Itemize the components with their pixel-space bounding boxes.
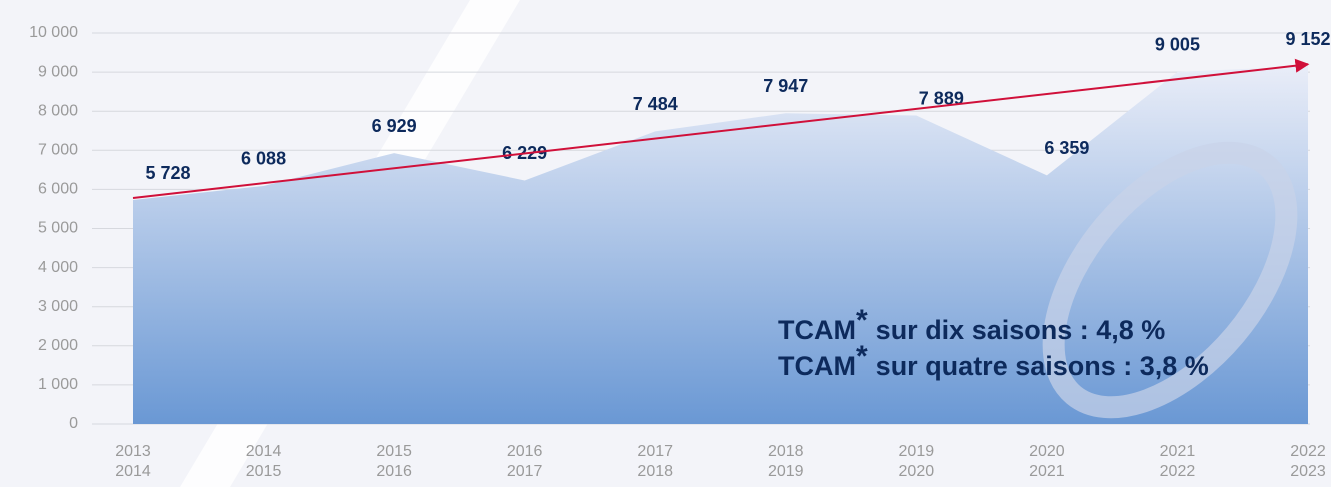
value-label: 6 359 [1044, 138, 1089, 158]
x-tick-label: 2019 [899, 443, 935, 460]
ball-decoration [1042, 141, 1298, 419]
trend-line [132, 58, 1310, 199]
x-tick-label: 2022 [1290, 443, 1326, 460]
annotation-text: TCAM [778, 315, 856, 345]
annotation-sup: * [856, 340, 868, 373]
value-label: 5 728 [145, 163, 190, 183]
x-tick-label: 2015 [246, 463, 282, 480]
y-tick-label: 4 000 [38, 259, 78, 276]
x-tick-label: 2020 [1029, 443, 1065, 460]
value-label: 9 005 [1155, 35, 1200, 55]
x-tick-label: 2017 [637, 443, 673, 460]
x-tick-label: 2014 [115, 463, 151, 480]
x-tick-label: 2017 [507, 463, 543, 480]
x-tick-label: 2023 [1290, 463, 1326, 480]
x-tick-label: 2013 [115, 443, 151, 460]
y-tick-label: 10 000 [29, 24, 78, 41]
annotation-text: TCAM [778, 351, 856, 381]
y-tick-label: 2 000 [38, 337, 78, 354]
x-tick-label: 2019 [768, 463, 804, 480]
value-label: 7 889 [919, 88, 964, 108]
x-tick-label: 2014 [246, 443, 282, 460]
x-tick-label: 2018 [768, 443, 804, 460]
x-tick-label: 2021 [1029, 463, 1065, 480]
y-tick-label: 1 000 [38, 376, 78, 393]
annotation-sup: * [856, 304, 868, 337]
y-tick-label: 5 000 [38, 220, 78, 237]
x-tick-label: 2018 [637, 463, 673, 480]
x-tick-label: 2022 [1160, 463, 1196, 480]
x-tick-label: 2020 [899, 463, 935, 480]
x-tick-label: 2015 [376, 443, 412, 460]
annotation-rest: sur dix saisons : 4,8 % [876, 315, 1166, 345]
value-label: 9 152 [1285, 29, 1330, 49]
annotation: TCAM* sur quatre saisons : 3,8 % [778, 340, 1209, 381]
value-label: 7 947 [763, 76, 808, 96]
annotation: TCAM* sur dix saisons : 4,8 % [778, 304, 1165, 345]
y-tick-label: 9 000 [38, 63, 78, 80]
x-tick-label: 2016 [376, 463, 412, 480]
value-label: 7 484 [633, 94, 678, 114]
annotation-rest: sur quatre saisons : 3,8 % [876, 351, 1209, 381]
x-tick-label: 2021 [1160, 443, 1196, 460]
y-tick-label: 7 000 [38, 142, 78, 159]
y-tick-label: 3 000 [38, 298, 78, 315]
value-label: 6 929 [372, 116, 417, 136]
y-tick-label: 0 [69, 415, 78, 432]
y-tick-label: 8 000 [38, 102, 78, 119]
y-tick-label: 6 000 [38, 181, 78, 198]
value-label: 6 088 [241, 149, 286, 169]
x-tick-label: 2016 [507, 443, 543, 460]
area [133, 66, 1308, 424]
